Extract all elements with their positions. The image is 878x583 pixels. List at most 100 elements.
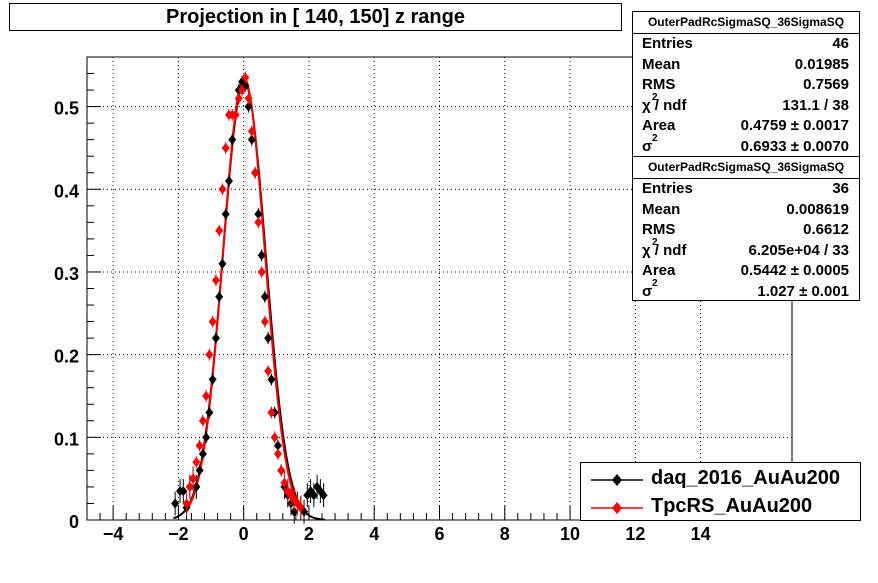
x-tick-label: 12 <box>625 524 645 544</box>
stats-label: χ / ndf 2 <box>642 92 686 117</box>
data-point-daq <box>179 486 188 497</box>
stats-row: Mean 0.01985 <box>633 55 859 76</box>
stats-value: 0.008619 <box>786 200 849 218</box>
data-point-tpcrs <box>260 316 269 327</box>
legend-label-daq: daq_2016_AuAu200 <box>651 467 840 489</box>
data-point-daq <box>247 134 256 145</box>
data-point-daq <box>273 440 282 451</box>
stats-row: Mean 0.008619 <box>633 200 859 221</box>
legend-label-tpcrs: TpcRS_AuAu200 <box>651 495 813 517</box>
data-point-daq <box>218 258 227 269</box>
stats-row: Entries 46 <box>633 34 859 55</box>
data-point-daq <box>267 374 276 385</box>
stats-header: OuterPadRcSigmaSQ_36SigmaSQ <box>633 157 859 179</box>
data-point-daq <box>202 432 211 443</box>
data-point-tpcrs <box>296 502 305 513</box>
stats-value: 0.7569 <box>803 76 849 93</box>
data-point-daq <box>221 209 230 220</box>
data-point-tpcrs <box>198 415 207 426</box>
y-tick-label: 0.3 <box>54 264 79 284</box>
data-point-tpcrs <box>247 126 256 137</box>
stats-superscript: 2 <box>652 91 658 103</box>
data-point-tpcrs <box>185 481 194 492</box>
chart-title-text: Projection in [ 140, 150] z range <box>166 5 465 28</box>
data-point-tpcrs <box>264 366 273 377</box>
stats-row: RMS 0.6612 <box>633 220 859 241</box>
stats-box-tpcrs: OuterPadRcSigmaSQ_36SigmaSQ Entries 36 Mea… <box>632 156 860 301</box>
data-point-daq <box>195 465 204 476</box>
stats-label: Entries <box>642 180 693 197</box>
data-point-daq <box>254 209 263 220</box>
stats-header: OuterPadRcSigmaSQ_36SigmaSQ <box>633 12 859 34</box>
x-tick-label: 10 <box>560 524 580 544</box>
data-point-daq <box>192 481 201 492</box>
stats-label: Area <box>642 262 676 279</box>
data-point-tpcrs <box>205 349 214 360</box>
y-tick-label: 0.1 <box>54 429 79 449</box>
y-tick-label: 0.4 <box>54 181 79 201</box>
data-point-tpcrs <box>192 457 201 468</box>
stats-value: 1.027 ± 0.001 <box>757 282 849 300</box>
stats-value: 46 <box>832 35 849 52</box>
stats-row: χ / ndf 2 6.205e+04 / 33 <box>633 237 859 262</box>
legend: daq_2016_AuAu200 TpcRS_AuAu200 <box>580 462 861 521</box>
stats-label: RMS <box>642 76 676 93</box>
data-point-tpcrs <box>195 440 204 451</box>
data-point-tpcrs <box>241 72 250 83</box>
legend-marker-tpcrs <box>591 502 643 514</box>
legend-entry-daq: daq_2016_AuAu200 <box>581 465 860 493</box>
data-point-tpcrs <box>234 93 243 104</box>
data-point-daq <box>205 407 214 418</box>
data-point-tpcrs <box>270 432 279 443</box>
x-tick-label: −4 <box>103 524 124 544</box>
legend-marker-daq <box>591 474 643 486</box>
data-point-daq <box>198 448 207 459</box>
stats-value: 36 <box>832 180 849 197</box>
data-point-tpcrs <box>273 448 282 459</box>
stats-row: RMS 0.7569 <box>633 75 859 96</box>
stats-row: σ 2 1.027 ± 0.001 <box>633 278 859 303</box>
x-tick-label: 4 <box>369 524 379 544</box>
stats-value: 0.6612 <box>803 221 849 238</box>
stats-label: Area <box>642 117 676 134</box>
x-tick-label: 2 <box>304 524 314 544</box>
data-point-daq <box>211 333 220 344</box>
y-tick-label: 0.5 <box>54 99 79 119</box>
data-point-daq <box>171 498 180 509</box>
stats-row: Area 0.5442 ± 0.0005 <box>633 261 859 282</box>
stats-row: Area 0.4759 ± 0.0017 <box>633 116 859 137</box>
data-point-daq <box>228 134 237 145</box>
x-tick-label: 0 <box>239 524 249 544</box>
stats-label: Mean <box>642 200 681 218</box>
data-point-daq <box>290 506 299 517</box>
x-tick-label: 6 <box>434 524 444 544</box>
data-point-daq <box>244 101 253 112</box>
stats-label: Mean <box>642 55 681 73</box>
data-point-tpcrs <box>257 266 266 277</box>
stats-superscript: 2 <box>652 236 658 248</box>
data-point-daq <box>260 291 269 302</box>
stats-superscript: 2 <box>652 132 658 144</box>
stats-row: Entries 36 <box>633 179 859 200</box>
data-point-daq <box>257 250 266 261</box>
data-point-tpcrs <box>189 473 198 484</box>
data-point-tpcrs <box>208 316 217 327</box>
chart-title: Projection in [ 140, 150] z range <box>9 3 622 31</box>
legend-entry-tpcrs: TpcRS_AuAu200 <box>581 493 860 521</box>
stats-value: 0.5442 ± 0.0005 <box>740 262 849 279</box>
data-point-tpcrs <box>280 477 289 488</box>
data-point-tpcrs <box>231 109 240 120</box>
stats-value: 0.01985 <box>794 55 849 73</box>
stats-label: RMS <box>642 221 676 238</box>
stats-rows: Entries 46 Mean 0.01985 RMS 0.7569 χ / ndf 2 131… <box>633 34 859 157</box>
y-tick-label: 0 <box>69 512 79 532</box>
stats-value: 0.4759 ± 0.0017 <box>740 117 849 134</box>
stats-rows: Entries 36 Mean 0.008619 RMS 0.6612 χ / ndf 2 6.… <box>633 179 859 302</box>
x-tick-label: −2 <box>168 524 189 544</box>
data-point-tpcrs <box>202 390 211 401</box>
stats-superscript: 2 <box>652 277 658 289</box>
data-point-tpcrs <box>251 167 260 178</box>
